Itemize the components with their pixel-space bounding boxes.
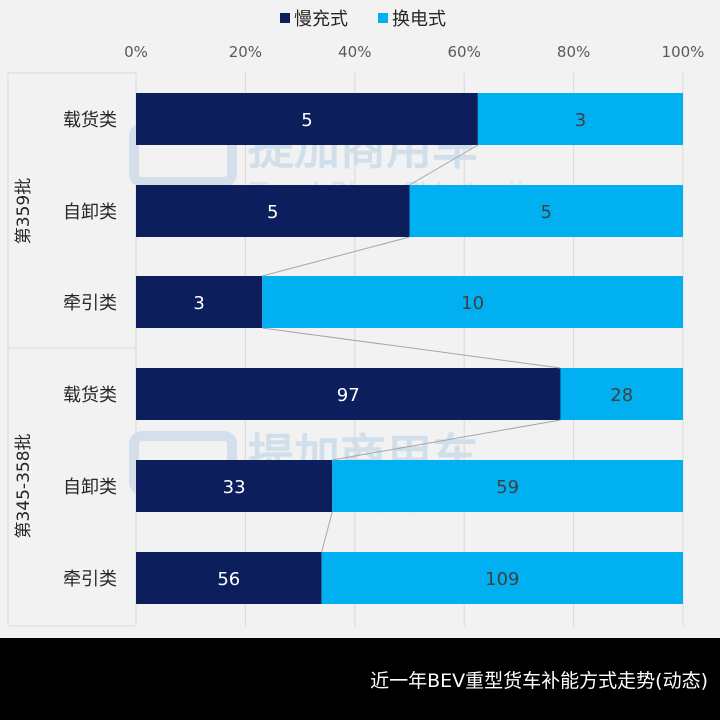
bar-slow-charge [136,93,478,145]
x-tick-label: 0% [124,43,148,61]
series-line [332,419,561,461]
data-label-battery-swap: 28 [610,385,633,406]
data-label-battery-swap: 10 [461,293,484,314]
category-label: 自卸类 [63,202,117,223]
legend-swatch [378,13,388,23]
x-tick-label: 80% [557,43,590,61]
footer-bar: 近一年BEV重型货车补能方式走势(动态) [0,638,720,720]
data-label-slow-charge: 3 [193,293,204,314]
data-label-battery-swap: 59 [496,477,519,498]
chart: 提加商用车TruckPlus CV studio提加商用车TruckPlus C… [7,9,705,627]
bar-slow-charge [136,368,561,420]
series-line [262,327,561,369]
legend-swatch [280,13,290,23]
bar-battery-swap [262,276,683,328]
data-label-slow-charge: 33 [223,477,246,498]
bar-slow-charge [136,185,410,237]
data-label-slow-charge: 56 [217,569,240,590]
legend-label: 换电式 [392,9,446,30]
category-label: 牵引类 [63,569,117,590]
bar-slow-charge [136,460,333,512]
data-label-slow-charge: 5 [267,202,278,223]
series-line [262,236,410,277]
bar-battery-swap [321,552,683,604]
bar-battery-swap [560,368,683,420]
footer-title: 近一年BEV重型货车补能方式走势(动态) [370,670,708,692]
data-label-slow-charge: 97 [337,385,360,406]
bar-battery-swap [477,93,683,145]
bar-battery-swap [409,185,683,237]
bar-slow-charge [136,552,322,604]
series-line [409,144,479,186]
category-label: 牵引类 [63,293,117,314]
group-label: 第345-358批 [14,433,34,538]
data-label-slow-charge: 5 [301,110,312,131]
group-label: 第359批 [14,178,34,244]
x-tick-label: 20% [229,43,262,61]
series-line [321,511,333,553]
x-tick-label: 40% [338,43,371,61]
x-tick-label: 60% [448,43,481,61]
legend-label: 慢充式 [294,9,348,30]
category-label: 载货类 [63,385,117,406]
data-label-battery-swap: 109 [485,569,519,590]
category-label: 载货类 [63,110,117,131]
bar-battery-swap [332,460,683,512]
data-label-battery-swap: 3 [575,110,586,131]
data-label-battery-swap: 5 [541,202,552,223]
bar-slow-charge [136,276,263,328]
x-tick-label: 100% [662,43,705,61]
category-label: 自卸类 [63,477,117,498]
